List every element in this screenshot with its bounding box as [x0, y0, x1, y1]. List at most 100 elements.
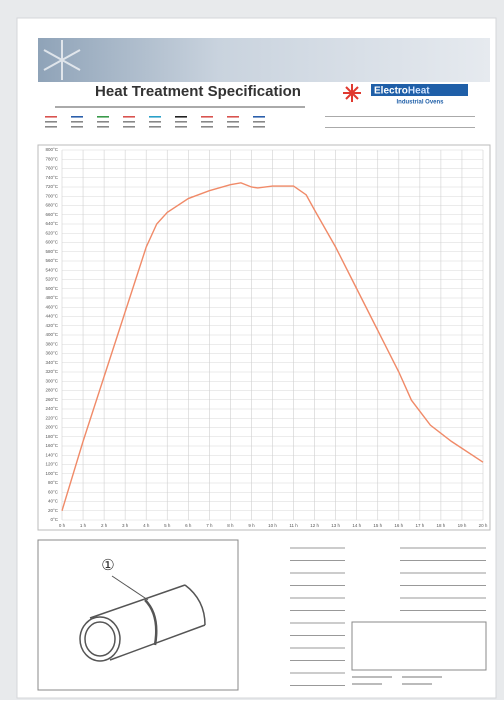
- legend-row: [45, 116, 265, 128]
- logo-right: Heat: [408, 85, 430, 96]
- x-tick-label: 17 h: [415, 523, 424, 528]
- x-tick-label: 12 h: [310, 523, 319, 528]
- legend-swatch: [201, 121, 213, 123]
- legend-swatch: [227, 121, 239, 123]
- x-tick-label: 19 h: [458, 523, 467, 528]
- x-tick-label: 0 h: [59, 523, 66, 528]
- y-tick-label: 380°C: [45, 341, 58, 346]
- legend-swatch: [71, 116, 83, 118]
- x-tick-label: 9 h: [248, 523, 255, 528]
- legend-swatch: [227, 126, 239, 128]
- y-tick-label: 320°C: [45, 369, 58, 374]
- legend-swatch: [97, 126, 109, 128]
- legend-swatch: [45, 121, 57, 123]
- y-tick-label: 0°C: [50, 517, 58, 522]
- x-tick-label: 14 h: [352, 523, 361, 528]
- y-tick-label: 420°C: [45, 323, 58, 328]
- y-tick-label: 520°C: [45, 277, 58, 282]
- legend-swatch: [123, 116, 135, 118]
- figure-marker: ①: [101, 557, 114, 574]
- legend-swatch: [71, 126, 83, 128]
- y-tick-label: 140°C: [45, 452, 58, 457]
- x-tick-label: 8 h: [227, 523, 234, 528]
- x-tick-label: 7 h: [206, 523, 213, 528]
- chart: 0°C 20°C 40°C 60°C 80°C 100°C 120°C 140°C 160°C 1…: [45, 147, 487, 528]
- header-band: [38, 38, 490, 82]
- footer-text: [352, 676, 442, 685]
- logo-text: ElectroHeat: [374, 85, 430, 96]
- x-tick-label: 3 h: [122, 523, 129, 528]
- legend-swatch: [97, 121, 109, 123]
- x-tick-label: 2 h: [101, 523, 108, 528]
- legend-swatch: [253, 116, 265, 118]
- legend-swatch: [201, 116, 213, 118]
- x-tick-label: 13 h: [331, 523, 340, 528]
- logo-tagline: Industrial Ovens: [396, 100, 444, 106]
- signature-box: [351, 621, 487, 671]
- legend-swatch: [253, 126, 265, 128]
- x-tick-label: 15 h: [373, 523, 382, 528]
- logo-left: Electro: [374, 85, 408, 96]
- y-tick-label: 720°C: [45, 184, 58, 189]
- pipe-drawing: [79, 575, 206, 662]
- y-tick-label: 540°C: [45, 267, 58, 272]
- legend-swatch: [123, 121, 135, 123]
- y-tick-label: 620°C: [45, 230, 58, 235]
- y-tick-label: 780°C: [45, 156, 58, 161]
- temperature-line: [61, 182, 484, 511]
- legend-swatch: [175, 121, 187, 123]
- y-tick-label: 80°C: [48, 480, 59, 485]
- legend-swatch: [149, 116, 161, 118]
- figure-box: [37, 539, 239, 691]
- legend-swatch: [253, 121, 265, 123]
- snowflake: [43, 40, 81, 80]
- y-tick-label: 800°C: [45, 147, 58, 152]
- y-tick-label: 180°C: [45, 434, 58, 439]
- y-tick-label: 480°C: [45, 295, 58, 300]
- y-tick-label: 360°C: [45, 351, 58, 356]
- y-tick-label: 200°C: [45, 425, 58, 430]
- y-tick-label: 260°C: [45, 397, 58, 402]
- x-tick-label: 11 h: [289, 523, 298, 528]
- title: Heat Treatment Specification: [95, 83, 301, 100]
- y-tick-label: 120°C: [45, 462, 58, 467]
- y-tick-label: 700°C: [45, 193, 58, 198]
- logo-box: [371, 84, 468, 96]
- y-tick-label: 580°C: [45, 249, 58, 254]
- x-tick-label: 20 h: [479, 523, 488, 528]
- y-tick-label: 460°C: [45, 304, 58, 309]
- x-tick-label: 18 h: [437, 523, 446, 528]
- y-tick-label: 740°C: [45, 175, 58, 180]
- y-tick-label: 60°C: [48, 489, 59, 494]
- y-tick-label: 600°C: [45, 240, 58, 245]
- x-tick-label: 10 h: [268, 523, 277, 528]
- x-tick-label: 4 h: [143, 523, 150, 528]
- legend-swatch: [175, 126, 187, 128]
- y-tick-label: 560°C: [45, 258, 58, 263]
- legend-swatch: [201, 126, 213, 128]
- x-tick-label: 6 h: [185, 523, 192, 528]
- y-tick-label: 100°C: [45, 471, 58, 476]
- x-tick-label: 1 h: [80, 523, 87, 528]
- y-tick-label: 160°C: [45, 443, 58, 448]
- legend-swatch: [71, 121, 83, 123]
- logo-star: [343, 84, 361, 102]
- y-tick-label: 640°C: [45, 221, 58, 226]
- y-tick-label: 40°C: [48, 499, 59, 504]
- legend-swatch: [97, 116, 109, 118]
- y-tick-label: 20°C: [48, 508, 59, 513]
- y-tick-label: 240°C: [45, 406, 58, 411]
- x-tick-label: 16 h: [394, 523, 403, 528]
- legend-swatch: [227, 116, 239, 118]
- y-tick-label: 440°C: [45, 314, 58, 319]
- y-tick-label: 340°C: [45, 360, 58, 365]
- x-tick-label: 5 h: [164, 523, 171, 528]
- y-tick-label: 500°C: [45, 286, 58, 291]
- chart-frame: [37, 144, 491, 531]
- y-tick-label: 680°C: [45, 203, 58, 208]
- legend-swatch: [45, 116, 57, 118]
- legend-swatch: [175, 116, 187, 118]
- y-tick-label: 760°C: [45, 166, 58, 171]
